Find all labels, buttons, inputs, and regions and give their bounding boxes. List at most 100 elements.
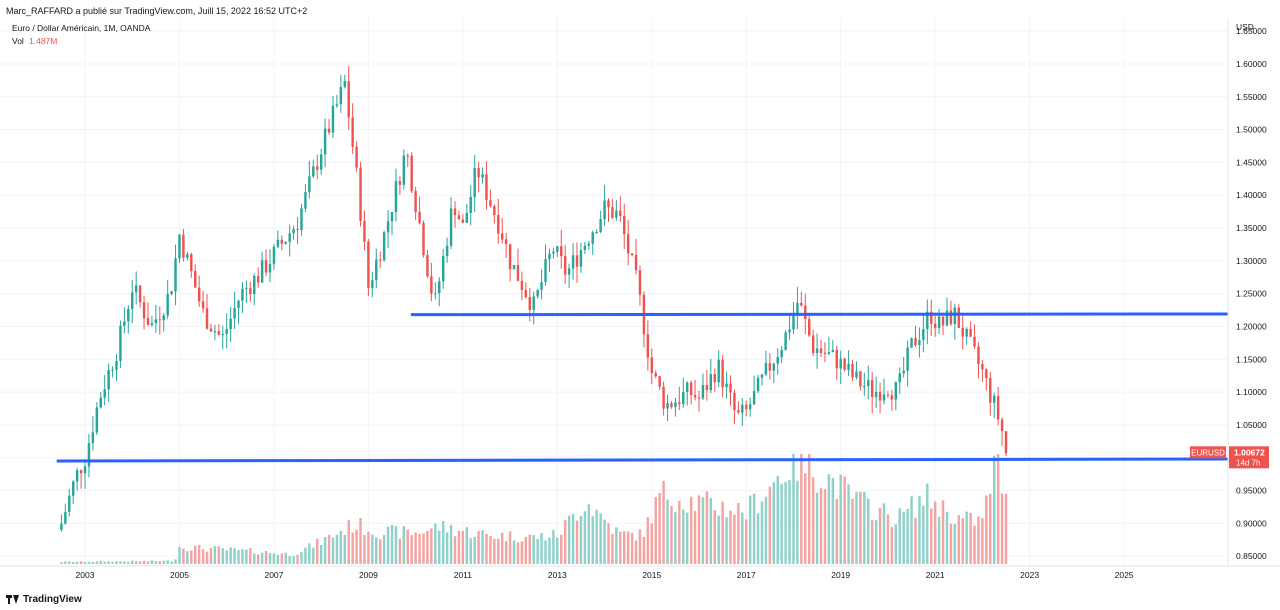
candle-body	[914, 338, 917, 346]
candle-body	[528, 297, 531, 310]
candle-body	[926, 311, 929, 330]
candle-body	[75, 470, 79, 482]
candle-body	[213, 331, 217, 333]
volume-bar	[457, 530, 461, 564]
candle-body	[811, 335, 815, 353]
volume-bar	[745, 519, 748, 564]
volume-bar	[733, 514, 736, 564]
candle-body	[107, 370, 110, 390]
candle-body	[367, 241, 370, 288]
candle-body	[815, 348, 819, 353]
candle-body	[221, 333, 224, 335]
candle-body	[68, 495, 71, 512]
volume-bar	[638, 529, 642, 564]
x-tick-label: 2019	[831, 570, 850, 580]
volume-bar	[725, 517, 728, 564]
x-tick-label: 2021	[926, 570, 945, 580]
volume-bar	[138, 561, 142, 564]
candle-body	[922, 329, 925, 341]
candle-body	[79, 470, 83, 474]
volume-bar	[430, 528, 433, 564]
chart-area[interactable]: 1.65000 1.60000 1.55000 1.50000 1.45000 1.400…	[0, 18, 1280, 592]
volume-bar	[331, 537, 335, 564]
candle-body	[953, 307, 957, 325]
candle-body	[992, 395, 996, 403]
volume-bar	[449, 524, 453, 564]
volume-bar	[414, 532, 417, 564]
volume-bar	[792, 454, 795, 564]
footer: TradingView	[6, 592, 82, 606]
volume-bar	[591, 516, 594, 564]
volume-bar	[560, 534, 563, 564]
candle-body	[323, 128, 327, 155]
candle-body	[504, 239, 508, 245]
candle-body	[784, 332, 787, 351]
candle-body	[134, 285, 138, 293]
volume-bar	[461, 530, 465, 564]
volume-bar	[678, 500, 681, 564]
candle-body	[737, 410, 740, 413]
resistance-support-lower[interactable]	[56, 457, 1229, 463]
candle-body	[989, 378, 992, 403]
volume-bar	[260, 552, 264, 564]
volume-bar	[221, 548, 224, 564]
resistance-support-upper[interactable]	[410, 312, 1229, 317]
volume-bar	[497, 538, 500, 564]
volume-bar	[992, 455, 996, 564]
candle-body	[284, 241, 287, 244]
candle-body	[445, 245, 449, 256]
volume-bar	[780, 483, 783, 564]
candle-body	[272, 246, 276, 265]
volume-bar	[489, 535, 492, 564]
volume-bar	[194, 545, 197, 564]
candle-body	[808, 319, 811, 336]
candle-body	[205, 308, 209, 329]
volume-bar	[583, 511, 587, 564]
candle-body	[477, 168, 480, 178]
volume-bar	[60, 562, 63, 564]
y-tick-label: 1.30000	[1236, 256, 1267, 266]
volume-bar	[961, 518, 964, 564]
volume-bar	[485, 533, 488, 564]
candle-body	[898, 373, 901, 383]
trendlines[interactable]	[56, 312, 1229, 463]
candle-body	[560, 246, 563, 257]
candle-body	[945, 310, 949, 326]
candle-body	[201, 301, 205, 309]
candle-body	[882, 394, 886, 401]
candle-body	[863, 386, 866, 388]
volume-bar	[249, 548, 252, 564]
volume-bar	[619, 531, 622, 564]
candle-body	[308, 176, 311, 193]
candle-body	[721, 359, 724, 388]
candle-body	[402, 155, 406, 185]
candle-body	[630, 253, 634, 256]
volume-bar	[213, 546, 217, 564]
candle-body	[532, 296, 535, 310]
volume-bar	[323, 537, 327, 564]
price-chart[interactable]: 1.65000 1.60000 1.55000 1.50000 1.45000 1.400…	[0, 18, 1280, 592]
y-tick-label: 1.40000	[1236, 190, 1267, 200]
volume-bar	[83, 561, 87, 564]
volume-bar	[359, 518, 362, 564]
volume-bar	[524, 536, 528, 564]
symbol-tag-box	[1190, 446, 1226, 459]
volume-bar	[292, 556, 295, 564]
candle-body	[1000, 419, 1004, 432]
volume-bar	[697, 495, 701, 564]
volume-bar	[890, 526, 894, 564]
candle-body	[768, 363, 772, 371]
volume-bar	[434, 523, 437, 564]
candle-body	[304, 192, 307, 209]
candle-body	[382, 232, 386, 261]
volume-bar	[552, 529, 555, 564]
candle-body	[493, 205, 496, 216]
volume-bar	[843, 476, 846, 564]
candle-body	[623, 216, 626, 235]
volume-bar	[512, 540, 516, 564]
volume-bar	[127, 561, 130, 564]
candle-body	[359, 167, 362, 221]
volume-bar	[918, 495, 921, 564]
volume-value: 1.487M	[29, 36, 57, 46]
volume-bar	[71, 562, 75, 564]
